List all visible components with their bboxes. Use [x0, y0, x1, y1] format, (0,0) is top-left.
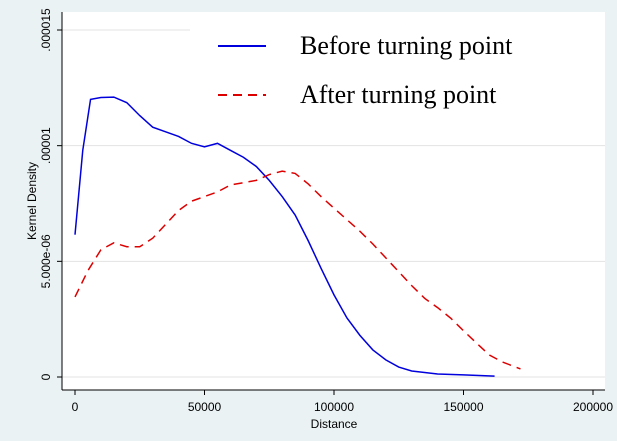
y-tick-label: 5.000e-06 [39, 234, 53, 288]
x-axis-label: Distance [311, 417, 358, 431]
x-tick-label: 150000 [443, 400, 483, 414]
y-tick-label: .00001 [39, 127, 53, 164]
series-line [74, 96, 495, 377]
legend-box [190, 12, 605, 112]
series-line [74, 170, 521, 370]
legend: Before turning point After turning point [218, 31, 513, 109]
x-tick-label: 50000 [188, 400, 222, 414]
x-tick-label: 100000 [314, 400, 354, 414]
y-tick-label: .000015 [39, 8, 53, 52]
y-axis-label: Kernel Density [25, 162, 39, 240]
legend-label: After turning point [300, 80, 497, 109]
x-tick-label: 0 [72, 400, 79, 414]
y-tick-label: 0 [39, 373, 53, 380]
lines [74, 96, 521, 377]
legend-label: Before turning point [300, 31, 513, 60]
x-tick-label: 200000 [573, 400, 613, 414]
ticks: 0 5.000e-06 .00001 .000015 0 50000 100000 15000… [39, 8, 613, 414]
